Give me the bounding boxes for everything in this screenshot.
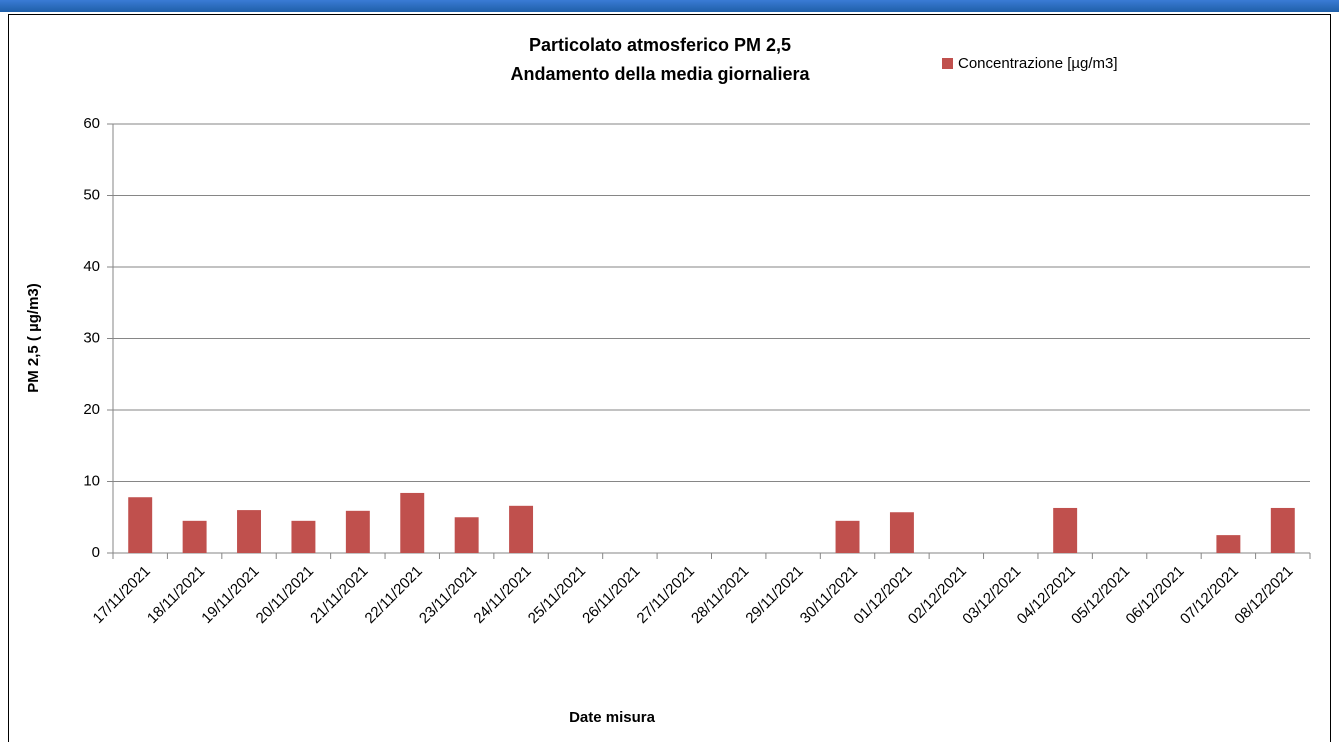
y-axis-label: PM 2,5 ( µg/m3) [25, 283, 42, 393]
bar [835, 520, 860, 553]
legend-swatch [942, 58, 953, 69]
chart-subtitle: Andamento della media giornaliera [510, 64, 810, 84]
bar [182, 520, 207, 553]
bar [345, 510, 370, 553]
bar [509, 505, 534, 553]
bar [237, 510, 261, 553]
bar [128, 497, 153, 553]
bar [1053, 507, 1078, 553]
y-tick-label: 40 [83, 258, 100, 275]
bar [1270, 507, 1295, 553]
y-tick-label: 0 [92, 544, 100, 561]
header-bar [0, 0, 1339, 12]
y-tick-label: 10 [83, 472, 100, 489]
y-tick-label: 50 [83, 186, 100, 203]
y-tick-label: 20 [83, 401, 100, 418]
bar [1216, 535, 1241, 553]
bar [889, 512, 914, 553]
chart-title: Particolato atmosferico PM 2,5 [529, 35, 791, 55]
bar [400, 492, 425, 553]
y-tick-label: 30 [83, 329, 100, 346]
chart-frame [8, 14, 1331, 742]
bar [291, 520, 316, 553]
legend-label: Concentrazione [µg/m3] [958, 55, 1118, 72]
x-axis-label: Date misura [569, 709, 656, 726]
y-tick-label: 60 [83, 115, 100, 132]
bar [454, 517, 479, 553]
